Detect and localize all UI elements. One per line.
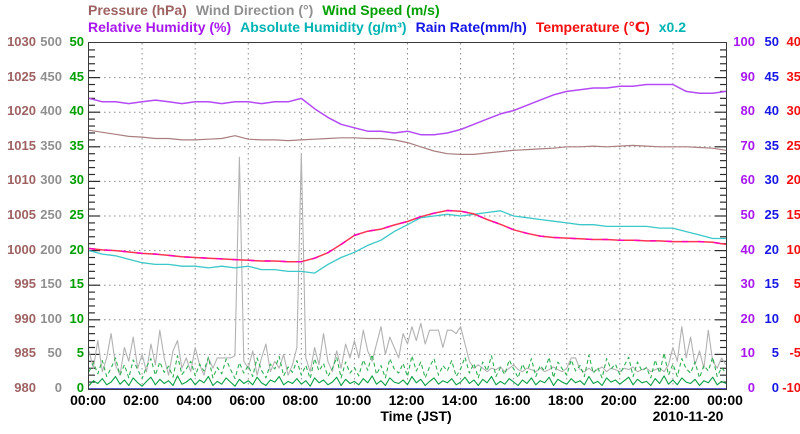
right-tick-label-relative_humidity: 40 <box>740 241 755 257</box>
left-tick-label-wind_speed: 50 <box>69 34 84 49</box>
right-tick-label-relative_humidity: 50 <box>740 207 755 222</box>
right-tick-label-temperature: 30 <box>786 103 800 119</box>
left-tick-label-wind_speed: 20 <box>69 241 84 257</box>
left-tick-label-pressure: 1025 <box>7 68 36 84</box>
legend-wind-direction: Wind Direction (°) <box>195 2 314 18</box>
right-tick-label-rain_rate: 0 <box>771 380 779 395</box>
x-tick-label: 06:00 <box>229 392 266 408</box>
x-tick-label: 16:00 <box>494 392 531 408</box>
left-tick-label-wind_direction: 350 <box>40 137 62 153</box>
right-tick-label-relative_humidity: 0 <box>747 380 755 395</box>
right-tick-label-relative_humidity: 70 <box>740 137 755 153</box>
legend-row-1: Pressure (hPa) Wind Direction (°) Wind S… <box>88 2 440 18</box>
left-tick-label-wind_direction: 300 <box>40 172 62 188</box>
left-tick-label-pressure: 980 <box>14 380 36 395</box>
left-tick-label-wind_direction: 150 <box>40 276 62 292</box>
left-tick-label-wind_direction: 100 <box>40 310 62 326</box>
right-tick-label-temperature: -10 <box>782 380 800 395</box>
left-tick-label-wind_speed: 30 <box>69 172 84 188</box>
legend-row-2: Relative Humidity (%) Absolute Humidity … <box>88 19 686 36</box>
left-tick-label-wind_direction: 200 <box>40 241 62 257</box>
right-tick-label-relative_humidity: 30 <box>740 276 755 292</box>
right-tick-label-relative_humidity: 100 <box>733 34 755 49</box>
right-tick-label-rain_rate: 20 <box>764 241 779 257</box>
chart-date: 2010-11-20 <box>652 408 724 424</box>
x-tick-label: 14:00 <box>441 392 478 408</box>
plot-svg <box>89 43 726 389</box>
legend-wind-speed: Wind Speed (m/s) <box>322 2 440 18</box>
left-tick-label-wind_direction: 0 <box>54 380 62 395</box>
right-tick-label-rain_rate: 40 <box>764 103 779 119</box>
right-tick-label-rain_rate: 50 <box>764 34 779 49</box>
left-tick-label-wind_direction: 50 <box>47 345 62 361</box>
left-tick-label-pressure: 1020 <box>7 103 36 119</box>
left-tick-label-wind_speed: 45 <box>69 68 84 84</box>
legend-rain-rate: Rain Rate(mm/h) <box>415 19 527 35</box>
right-tick-label-rain_rate: 5 <box>771 345 779 361</box>
left-tick-label-wind_speed: 5 <box>76 345 84 361</box>
left-tick-label-wind_direction: 450 <box>40 68 62 84</box>
left-tick-label-wind_speed: 15 <box>69 276 84 292</box>
x-tick-label: 10:00 <box>335 392 372 408</box>
x-tick-label: 04:00 <box>176 392 213 408</box>
left-tick-label-pressure: 990 <box>14 310 36 326</box>
x-tick-label: 08:00 <box>282 392 319 408</box>
plot-area <box>88 42 727 390</box>
right-tick-label-temperature: -5 <box>789 345 800 361</box>
legend-pressure: Pressure (hPa) <box>88 2 187 18</box>
x-tick-label: 00:00 <box>707 392 743 408</box>
right-tick-label-relative_humidity: 20 <box>740 310 755 326</box>
left-tick-label-wind_speed: 25 <box>69 207 84 222</box>
right-tick-label-relative_humidity: 10 <box>740 345 755 361</box>
left-tick-label-pressure: 1005 <box>7 207 36 222</box>
legend-relative-humidity: Relative Humidity (%) <box>88 19 232 35</box>
left-tick-label-pressure: 985 <box>14 345 36 361</box>
x-tick-label: 22:00 <box>654 392 690 408</box>
left-tick-label-wind_speed: 40 <box>69 103 84 119</box>
x-tick-label: 18:00 <box>547 392 584 408</box>
right-tick-label-rain_rate: 30 <box>764 172 779 188</box>
x-tick-label: 00:00 <box>70 392 106 408</box>
left-tick-label-pressure: 995 <box>14 276 36 292</box>
left-tick-label-pressure: 1000 <box>7 241 36 257</box>
left-tick-label-wind_speed: 0 <box>76 380 84 395</box>
right-tick-label-rain_rate: 10 <box>764 310 779 326</box>
left-tick-label-wind_speed: 35 <box>69 137 84 153</box>
legend-temperature: Temperature (℃) <box>535 19 650 35</box>
left-tick-label-pressure: 1010 <box>7 172 36 188</box>
left-tick-label-wind_direction: 250 <box>40 207 62 222</box>
x-axis-title: Time (JST) <box>380 408 452 424</box>
legend-absolute-humidity: Absolute Humidity (g/m³) <box>240 19 407 35</box>
left-tick-label-pressure: 1030 <box>7 34 36 49</box>
right-tick-label-relative_humidity: 60 <box>740 172 755 188</box>
right-tick-label-relative_humidity: 80 <box>740 103 755 119</box>
scale-note: x0.2 <box>658 19 686 35</box>
right-tick-label-temperature: 25 <box>786 137 800 153</box>
right-tick-label-temperature: 0 <box>793 310 800 326</box>
x-tick-label: 20:00 <box>600 392 637 408</box>
right-tick-label-temperature: 5 <box>793 276 800 292</box>
left-tick-label-wind_direction: 400 <box>40 103 62 119</box>
right-tick-label-rain_rate: 25 <box>764 207 779 222</box>
left-tick-label-wind_speed: 10 <box>69 310 84 326</box>
right-tick-label-temperature: 20 <box>786 172 800 188</box>
right-tick-label-relative_humidity: 90 <box>740 68 755 84</box>
x-tick-label: 12:00 <box>388 392 425 408</box>
left-tick-label-pressure: 1015 <box>7 137 36 153</box>
right-tick-label-rain_rate: 15 <box>764 276 779 292</box>
right-tick-label-rain_rate: 45 <box>764 68 779 84</box>
right-tick-label-temperature: 40 <box>786 34 800 49</box>
right-tick-label-temperature: 10 <box>786 241 800 257</box>
right-tick-label-temperature: 35 <box>786 68 800 84</box>
x-tick-label: 02:00 <box>123 392 159 408</box>
left-tick-label-wind_direction: 500 <box>40 34 62 49</box>
right-tick-label-rain_rate: 35 <box>764 137 779 153</box>
right-tick-label-temperature: 15 <box>786 207 800 222</box>
